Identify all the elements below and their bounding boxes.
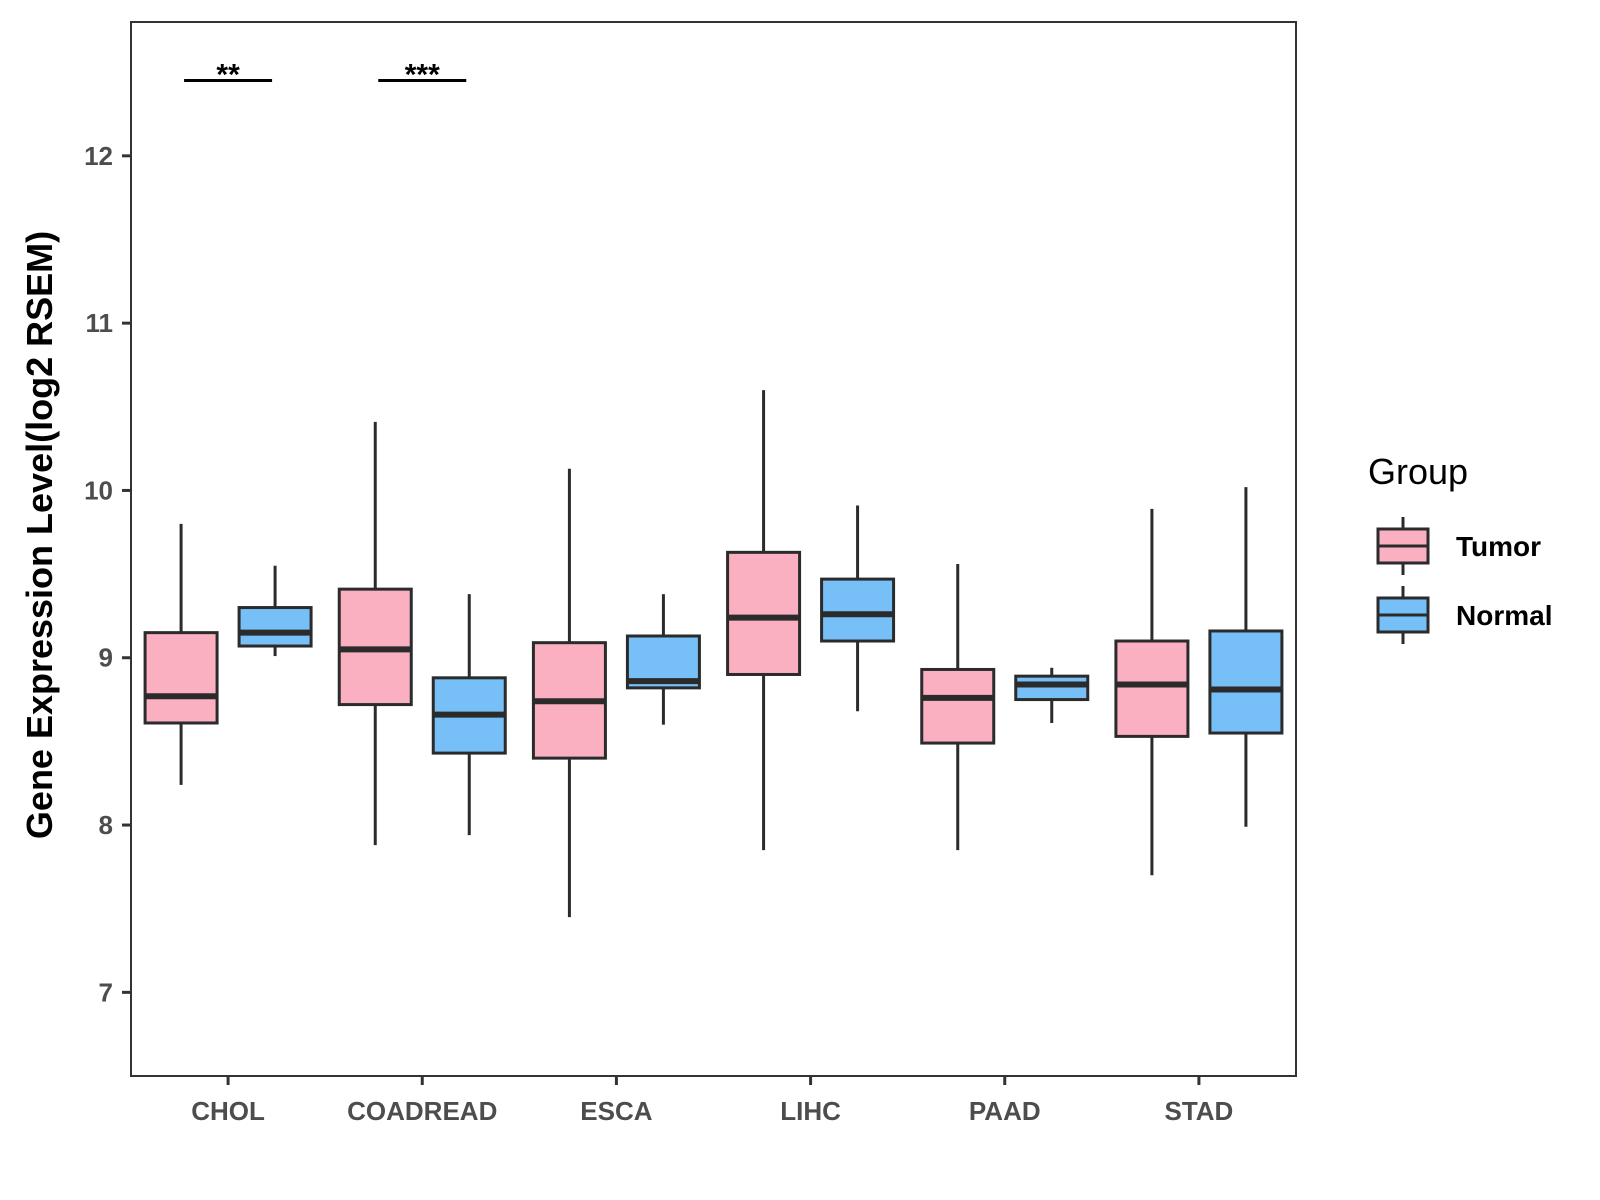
legend-label-normal: Normal — [1456, 600, 1552, 631]
box-tumor-stad — [1114, 508, 1190, 876]
x-tick-label: PAAD — [969, 1096, 1041, 1126]
legend-title: Group — [1368, 451, 1468, 492]
legend: Group Tumor Normal — [1368, 451, 1552, 644]
box-body — [920, 667, 996, 745]
y-tick-label: 7 — [99, 977, 113, 1007]
box-tumor-coadread — [337, 421, 413, 846]
y-tick-label: 9 — [99, 643, 113, 673]
significance-label: ** — [216, 59, 240, 92]
box-body — [1208, 629, 1284, 735]
significance-label: *** — [405, 59, 440, 92]
box-tumor-paad — [920, 564, 996, 851]
box-body — [237, 606, 313, 648]
legend-label-tumor: Tumor — [1456, 531, 1541, 562]
box-tumor-lihc — [726, 390, 802, 851]
x-tick-label: ESCA — [580, 1096, 652, 1126]
plot-border — [130, 21, 1297, 1077]
x-tick-label: LIHC — [780, 1096, 841, 1126]
box-body — [1014, 674, 1090, 702]
box-body — [820, 577, 896, 643]
plot-area: 7 8 9 10 11 12 CHOL COADREAD ESCA LIHC PAAD STAD Gen… — [19, 21, 1297, 1126]
x-tick-label: CHOL — [191, 1096, 265, 1126]
x-tick-label: STAD — [1164, 1096, 1233, 1126]
y-axis-title: Gene Expression Level(log2 RSEM) — [19, 231, 60, 839]
legend-key-tumor — [1376, 517, 1430, 575]
legend-key-normal — [1376, 586, 1430, 644]
box-normal-coadread — [431, 594, 507, 836]
box-normal-paad — [1014, 667, 1090, 723]
y-tick-label: 10 — [84, 475, 113, 505]
box-normal-stad — [1208, 487, 1284, 827]
box-normal-lihc — [820, 505, 896, 712]
y-tick-label: 11 — [86, 308, 114, 338]
box-body — [726, 550, 802, 676]
y-tick-label: 12 — [84, 141, 113, 171]
box-normal-esca — [625, 594, 701, 725]
box-body — [1114, 639, 1190, 738]
box-tumor-esca — [531, 468, 607, 918]
box-normal-chol — [237, 565, 313, 657]
x-tick-label: COADREAD — [347, 1096, 497, 1126]
box-body — [143, 631, 219, 725]
y-tick-label: 8 — [99, 810, 113, 840]
box-tumor-chol — [143, 523, 219, 785]
